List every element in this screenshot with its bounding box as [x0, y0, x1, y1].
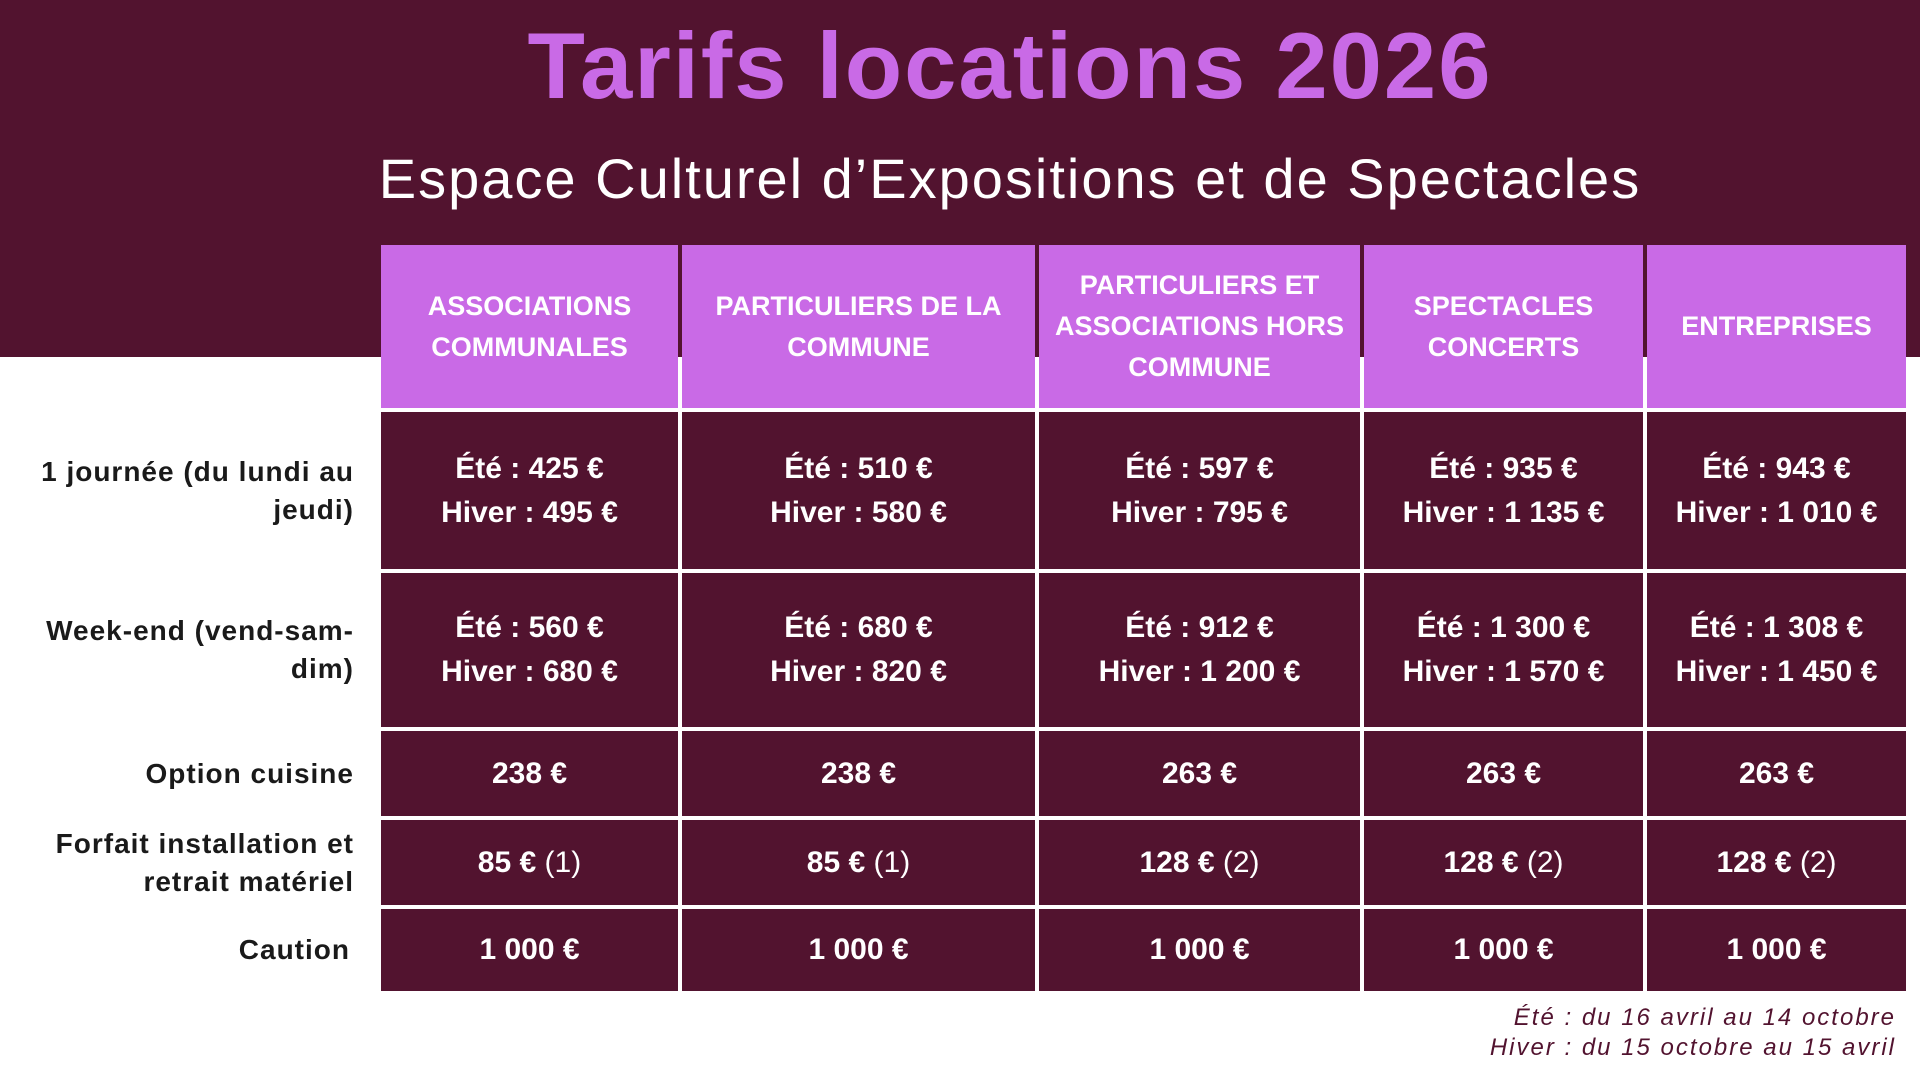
footnote-winter: Hiver : du 15 octobre au 15 avril	[1489, 1034, 1896, 1061]
cell-line: 1 000 €	[1149, 933, 1250, 966]
column-header: PARTICULIERS ET ASSOCIATIONS HORS COMMUN…	[1039, 245, 1360, 408]
cell-line: 85 € (1)	[807, 841, 910, 885]
cell-footnote-ref: (1)	[544, 845, 582, 879]
cell-line: Été : 597 €	[1125, 451, 1274, 485]
table-cell: Été : 912 € Hiver : 1 200 €	[1039, 573, 1360, 727]
cell-line: 1 000 €	[1726, 933, 1827, 966]
cell-price: 85 €	[806, 845, 866, 879]
row-label-forfait: Forfait installation et retrait matériel	[55, 827, 354, 897]
cell-footnote-ref: (1)	[873, 845, 911, 879]
table-cell: 263 €	[1039, 731, 1360, 816]
row-label-caution: Caution	[238, 934, 350, 965]
cell-price: 128 €	[1443, 845, 1519, 879]
cell-line: Été : 943 €	[1702, 451, 1851, 485]
table-cell: Été : 1 300 € Hiver : 1 570 €	[1364, 573, 1643, 727]
cell-line: 1 000 €	[479, 933, 580, 966]
column-header: ASSOCIATIONS COMMUNALES	[381, 245, 678, 408]
cell-line: Hiver : 1 570 €	[1402, 655, 1605, 688]
table-cell: 85 € (1)	[682, 820, 1035, 905]
tariff-table: ASSOCIATIONS COMMUNALES PARTICULIERS DE L…	[381, 245, 1906, 991]
cell-line: Hiver : 1 010 €	[1675, 495, 1878, 529]
cell-line: Été : 680 €	[784, 611, 933, 644]
cell-line: 238 €	[820, 756, 897, 790]
row-label-cuisine: Option cuisine	[145, 757, 354, 789]
cell-line: 1 000 €	[808, 933, 909, 966]
table-cell: Été : 1 308 € Hiver : 1 450 €	[1647, 573, 1906, 727]
table-cell: 1 000 €	[1647, 909, 1906, 991]
table-cell: Été : 510 € Hiver : 580 €	[682, 412, 1035, 569]
table-cell: 128 € (2)	[1039, 820, 1360, 905]
table-cell: 85 € (1)	[381, 820, 678, 905]
table-cell: 1 000 €	[1364, 909, 1643, 991]
footnote-summer: Été : du 16 avril au 14 octobre	[1513, 1004, 1896, 1031]
table-cell: 238 €	[381, 731, 678, 816]
cell-line: Hiver : 495 €	[441, 495, 618, 529]
cell-price: 85 €	[477, 845, 537, 879]
cell-line: Été : 510 €	[784, 451, 933, 485]
page-subtitle: Espace Culturel d’Expositions et de Spec…	[378, 147, 1642, 210]
cell-line: 128 € (2)	[1716, 841, 1836, 885]
table-cell: 1 000 €	[682, 909, 1035, 991]
cell-line: 263 €	[1161, 756, 1238, 790]
cell-line: Hiver : 580 €	[770, 495, 947, 529]
cell-footnote-ref: (2)	[1526, 845, 1564, 879]
cell-line: Été : 912 €	[1125, 611, 1274, 644]
cell-footnote-ref: (2)	[1799, 845, 1837, 879]
table-cell: 128 € (2)	[1364, 820, 1643, 905]
cell-line: 263 €	[1465, 756, 1542, 790]
table-cell: 1 000 €	[1039, 909, 1360, 991]
cell-line: Été : 935 €	[1429, 451, 1578, 485]
cell-line: Hiver : 680 €	[441, 655, 618, 688]
cell-line: Hiver : 795 €	[1111, 495, 1288, 529]
table-cell: Été : 680 € Hiver : 820 €	[682, 573, 1035, 727]
cell-line: Hiver : 1 135 €	[1402, 495, 1605, 529]
cell-line: Hiver : 820 €	[770, 655, 947, 688]
cell-line: 128 € (2)	[1139, 841, 1259, 885]
row-label-journee: 1 journée (du lundi au jeudi)	[41, 455, 354, 525]
cell-price: 128 €	[1139, 845, 1215, 879]
cell-line: 128 € (2)	[1443, 841, 1563, 885]
cell-line: 263 €	[1738, 756, 1815, 790]
table-cell: Été : 597 € Hiver : 795 €	[1039, 412, 1360, 569]
table-cell: 128 € (2)	[1647, 820, 1906, 905]
page-title: Tarifs locations 2026	[527, 13, 1493, 118]
cell-line: 85 € (1)	[478, 841, 581, 885]
table-cell: Été : 425 € Hiver : 495 €	[381, 412, 678, 569]
table-cell: Été : 935 € Hiver : 1 135 €	[1364, 412, 1643, 569]
row-label-weekend: Week-end (vend-sam-dim)	[46, 615, 354, 684]
column-header: PARTICULIERS DE LA COMMUNE	[682, 245, 1035, 408]
cell-line: Été : 560 €	[455, 611, 604, 644]
cell-line: 238 €	[491, 756, 568, 790]
table-cell: 263 €	[1647, 731, 1906, 816]
cell-footnote-ref: (2)	[1222, 845, 1260, 879]
column-header: ENTREPRISES	[1647, 245, 1906, 408]
table-cell: 1 000 €	[381, 909, 678, 991]
cell-line: Hiver : 1 450 €	[1675, 655, 1878, 688]
cell-line: Été : 425 €	[455, 451, 604, 485]
cell-price: 128 €	[1716, 845, 1792, 879]
table-cell: Été : 943 € Hiver : 1 010 €	[1647, 412, 1906, 569]
cell-line: 1 000 €	[1453, 933, 1554, 966]
table-cell: Été : 560 € Hiver : 680 €	[381, 573, 678, 727]
column-header: SPECTACLES CONCERTS	[1364, 245, 1643, 408]
cell-line: Été : 1 300 €	[1416, 611, 1591, 644]
cell-line: Hiver : 1 200 €	[1098, 655, 1301, 688]
cell-line: Été : 1 308 €	[1689, 611, 1864, 644]
table-cell: 238 €	[682, 731, 1035, 816]
table-cell: 263 €	[1364, 731, 1643, 816]
